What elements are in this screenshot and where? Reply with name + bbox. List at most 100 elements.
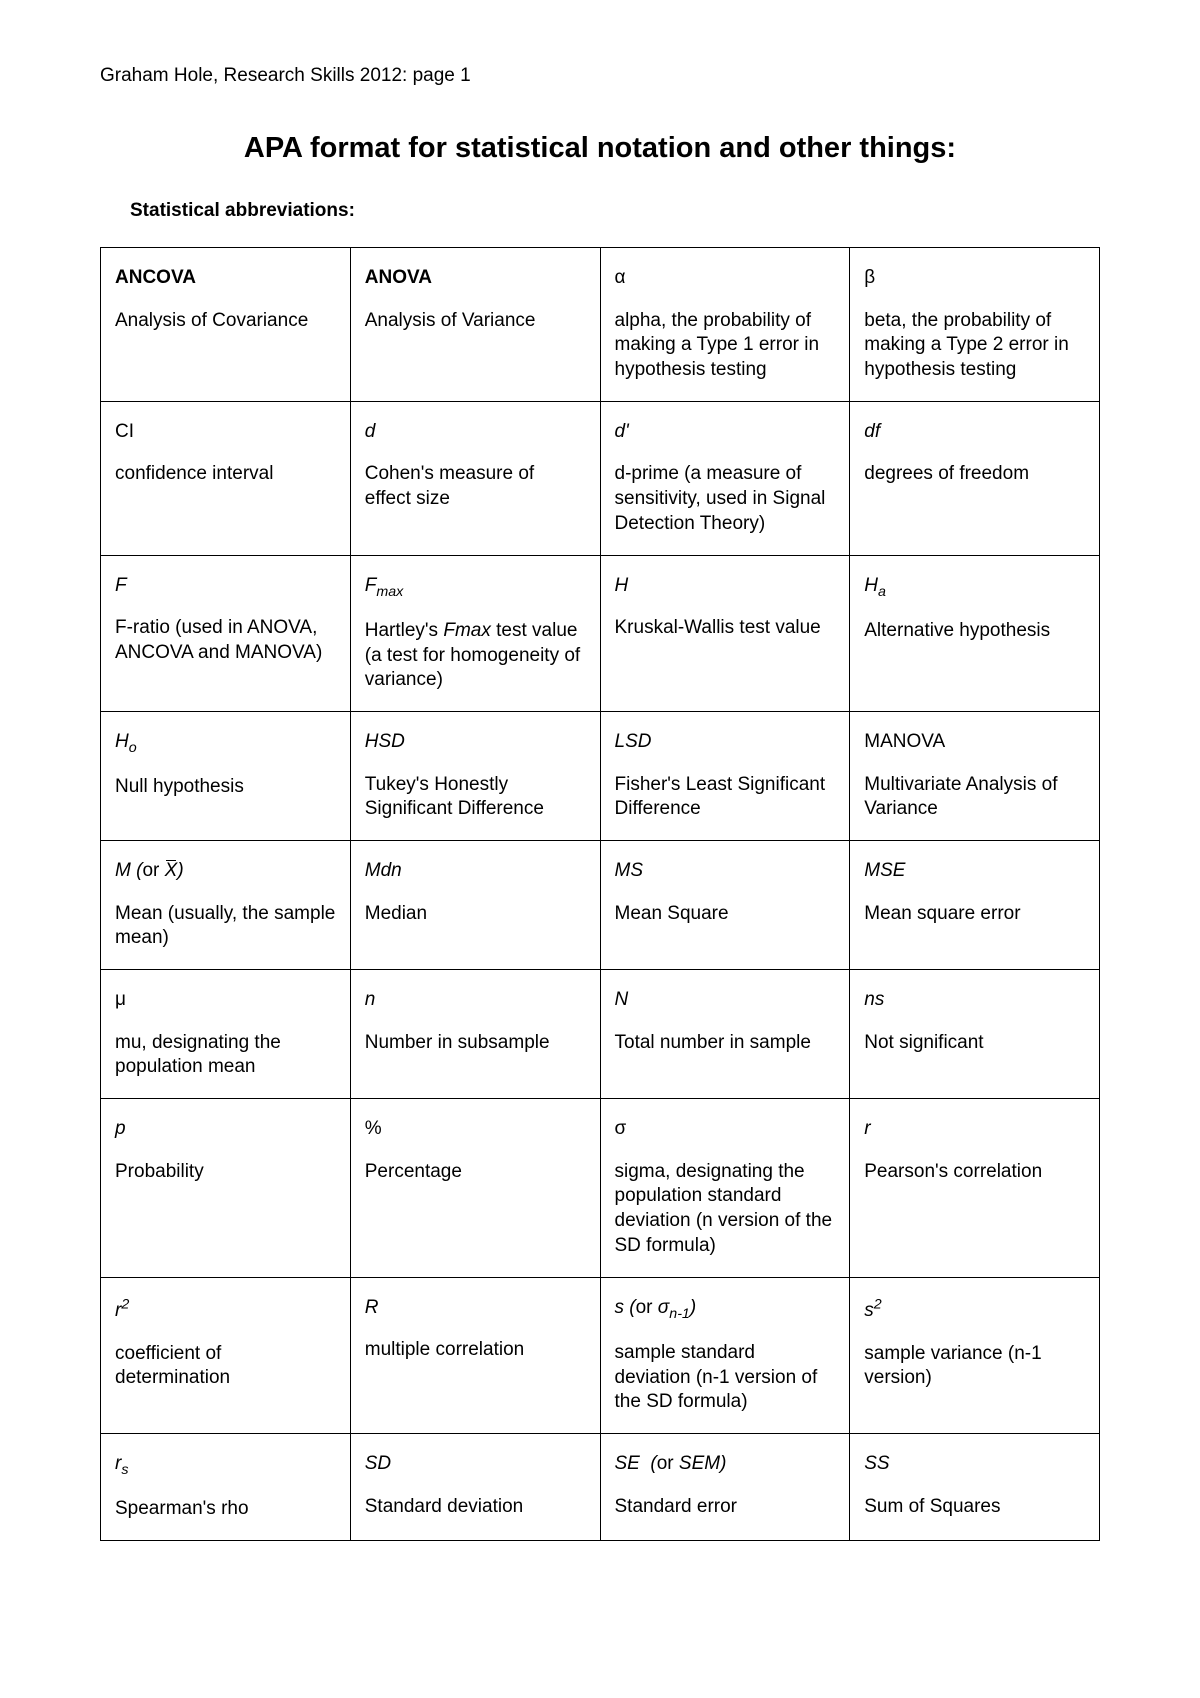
abbrev-term: r2	[115, 1296, 336, 1324]
abbrev-definition: confidence interval	[115, 462, 336, 487]
abbrev-term: MANOVA	[864, 730, 1085, 755]
abbrev-term: H	[615, 574, 836, 599]
abbrev-definition: Standard deviation	[365, 1495, 586, 1520]
abbrev-definition: coefficient of determination	[115, 1342, 336, 1391]
abbrev-definition: Mean Square	[615, 902, 836, 927]
abbrev-definition: Total number in sample	[615, 1031, 836, 1056]
table-cell: σsigma, designating the population stand…	[600, 1099, 850, 1277]
abbreviations-table: ANCOVA Analysis of Covariance ANOVA Analysi…	[100, 247, 1100, 1541]
abbrev-term: ns	[864, 988, 1085, 1013]
abbrev-term: r	[864, 1117, 1085, 1142]
table-row: M (or X)Mean (usually, the sample mean)M…	[101, 840, 1100, 969]
abbrev-definition: beta, the probability of making a Type 2…	[864, 309, 1085, 383]
abbrev-term: Ho	[115, 730, 336, 757]
abbrev-definition: Hartley's Fmax test value (a test for ho…	[365, 619, 586, 693]
table-row: μmu, designating the population mean n Num…	[101, 970, 1100, 1099]
abbrev-definition: Multivariate Analysis of Variance	[864, 773, 1085, 822]
abbrev-term: MS	[615, 859, 836, 884]
table-cell: FF-ratio (used in ANOVA, ANCOVA and MANO…	[101, 555, 351, 711]
abbrev-term: n	[365, 988, 586, 1013]
abbrev-term: df	[864, 420, 1085, 445]
abbrev-definition: Pearson's correlation	[864, 1160, 1085, 1185]
abbrev-term: SE (or SEM)	[615, 1452, 836, 1477]
table-cell: r2 coefficient of determination	[101, 1277, 351, 1433]
abbrev-definition: sigma, designating the population standa…	[615, 1160, 836, 1259]
abbrev-term: HSD	[365, 730, 586, 755]
table-row: r2 coefficient of determination Rmultiple …	[101, 1277, 1100, 1433]
abbrev-term: Ha	[864, 574, 1085, 601]
table-cell: ANCOVA Analysis of Covariance	[101, 248, 351, 402]
table-cell: HSD Tukey's Honestly Significant Differen…	[350, 711, 600, 840]
abbrev-definition: Percentage	[365, 1160, 586, 1185]
abbrev-term: s (or σn-1)	[615, 1296, 836, 1323]
table-cell: rsSpearman's rho	[101, 1433, 351, 1540]
table-cell: SE (or SEM)Standard error	[600, 1433, 850, 1540]
abbrev-term: Fmax	[365, 574, 586, 601]
table-cell: NTotal number in sample	[600, 970, 850, 1099]
abbrev-definition: Analysis of Covariance	[115, 309, 336, 334]
table-cell: ns Not significant	[850, 970, 1100, 1099]
table-row: rsSpearman's rho SD Standard deviation SE (…	[101, 1433, 1100, 1540]
table-cell: % Percentage	[350, 1099, 600, 1277]
abbrev-definition: Not significant	[864, 1031, 1085, 1056]
abbrev-definition: Tukey's Honestly Significant Difference	[365, 773, 586, 822]
abbrev-term: s2	[864, 1296, 1085, 1324]
table-cell: MS Mean Square	[600, 840, 850, 969]
table-cell: αalpha, the probability of making a Type…	[600, 248, 850, 402]
abbrev-term: F	[115, 574, 336, 599]
abbrev-term: CI	[115, 420, 336, 445]
table-cell: Fmax Hartley's Fmax test value (a test fo…	[350, 555, 600, 711]
abbrev-definition: Number in subsample	[365, 1031, 586, 1056]
abbrev-term: ANCOVA	[115, 266, 336, 291]
abbrev-term: μ	[115, 988, 336, 1013]
table-cell: μmu, designating the population mean	[101, 970, 351, 1099]
table-cell: SD Standard deviation	[350, 1433, 600, 1540]
table-cell: Rmultiple correlation	[350, 1277, 600, 1433]
abbrev-definition: Sum of Squares	[864, 1495, 1085, 1520]
table-cell: Mdn Median	[350, 840, 600, 969]
abbrev-term: LSD	[615, 730, 836, 755]
abbrev-definition: Null hypothesis	[115, 775, 336, 800]
table-cell: LSD Fisher's Least Significant Difference	[600, 711, 850, 840]
table-cell: β beta, the probability of making a Type …	[850, 248, 1100, 402]
table-cell: MSEMean square error	[850, 840, 1100, 969]
page-header: Graham Hole, Research Skills 2012: page …	[100, 65, 1100, 87]
table-cell: s2sample variance (n-1 version)	[850, 1277, 1100, 1433]
table-cell: HaAlternative hypothesis	[850, 555, 1100, 711]
abbrev-term: ANOVA	[365, 266, 586, 291]
abbrev-term: p	[115, 1117, 336, 1142]
abbrev-definition: Mean (usually, the sample mean)	[115, 902, 336, 951]
table-cell: df degrees of freedom	[850, 401, 1100, 555]
abbrev-term: Mdn	[365, 859, 586, 884]
abbrev-definition: d-prime (a measure of sensitivity, used …	[615, 462, 836, 536]
abbrev-definition: Fisher's Least Significant Difference	[615, 773, 836, 822]
page-title: APA format for statistical notation and …	[100, 132, 1100, 165]
abbrev-term: R	[365, 1296, 586, 1321]
abbrev-term: rs	[115, 1452, 336, 1479]
table-row: pProbability% Percentage σsigma, designati…	[101, 1099, 1100, 1277]
table-cell: H Kruskal-Wallis test value	[600, 555, 850, 711]
document-page: Graham Hole, Research Skills 2012: page …	[0, 0, 1200, 1698]
abbrev-definition: alpha, the probability of making a Type …	[615, 309, 836, 383]
abbrev-definition: Mean square error	[864, 902, 1085, 927]
abbrev-term: β	[864, 266, 1085, 291]
table-cell: dCohen's measure of effect size	[350, 401, 600, 555]
table-cell: n Number in subsample	[350, 970, 600, 1099]
table-cell: Ho Null hypothesis	[101, 711, 351, 840]
abbrev-definition: Analysis of Variance	[365, 309, 586, 334]
table-cell: M (or X) Mean (usually, the sample mean)	[101, 840, 351, 969]
table-row: FF-ratio (used in ANOVA, ANCOVA and MANO…	[101, 555, 1100, 711]
abbrev-term: M (or X)	[115, 859, 336, 884]
table-cell: r Pearson's correlation	[850, 1099, 1100, 1277]
abbrev-definition: Median	[365, 902, 586, 927]
abbrev-term: d	[365, 420, 586, 445]
abbrev-definition: multiple correlation	[365, 1338, 586, 1363]
abbrev-term: %	[365, 1117, 586, 1142]
table-cell: pProbability	[101, 1099, 351, 1277]
abbrev-term: SD	[365, 1452, 586, 1477]
abbrev-definition: degrees of freedom	[864, 462, 1085, 487]
table-row: CI confidence interval dCohen's measure of…	[101, 401, 1100, 555]
abbrev-definition: Kruskal-Wallis test value	[615, 616, 836, 641]
table-cell: ANOVA Analysis of Variance	[350, 248, 600, 402]
table-cell: CI confidence interval	[101, 401, 351, 555]
